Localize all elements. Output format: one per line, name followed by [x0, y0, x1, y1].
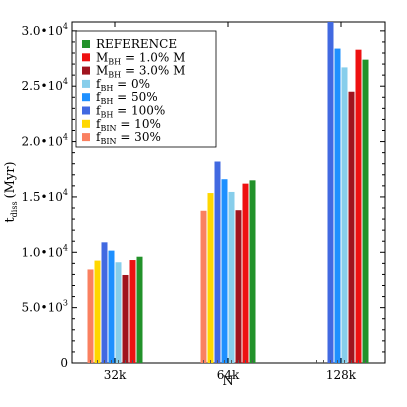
y-tick-exponent: 4	[63, 77, 68, 86]
y-tick-mantissa: 1.0•10	[21, 245, 62, 259]
legend-label-main: f	[96, 104, 102, 118]
bar-fBH100-128k	[327, 22, 334, 363]
bar-fBIN30-64k	[200, 210, 207, 363]
y-tick-exponent: 4	[63, 133, 68, 142]
legend-swatch-MBH3	[82, 66, 90, 75]
legend-label-fBH50: fBH = 50%	[96, 90, 158, 106]
legend-label-suffix: = 0%	[113, 77, 150, 91]
bars-group	[87, 22, 369, 364]
bar-fBH100-32k	[101, 242, 108, 363]
bar-MBH3-128k	[348, 91, 355, 363]
legend-swatch-fBIN10	[82, 119, 90, 128]
y-tick-mantissa: 2.5•10	[21, 79, 62, 93]
legend-label-sub: BH	[100, 111, 113, 120]
y-axis: 05.0•1031.0•1041.5•1042.0•1042.5•1043.0•…	[21, 22, 385, 370]
legend-label-sub: BH	[108, 57, 121, 66]
legend-swatch-fBH0	[82, 79, 90, 88]
legend-label-suffix: = 10%	[117, 117, 161, 131]
y-tick-exponent: 4	[63, 22, 68, 31]
legend-label-sub: BH	[100, 84, 113, 93]
legend-label-main: REFERENCE	[96, 37, 177, 51]
bar-REF-128k	[362, 59, 369, 364]
bar-fBIN10-32k	[94, 260, 101, 363]
legend-label-main: f	[96, 117, 102, 131]
bar-MBH3-64k	[235, 210, 242, 363]
legend-label-REF: REFERENCE	[96, 37, 177, 51]
y-axis-title-sub: diss	[10, 201, 19, 217]
legend-label-suffix: = 100%	[113, 104, 165, 118]
x-tick-label: 32k	[104, 368, 127, 382]
legend-label-fBH100: fBH = 100%	[96, 104, 165, 120]
legend-swatch-REF	[82, 40, 90, 48]
bar-MBH1-32k	[129, 260, 136, 363]
y-tick-mantissa: 3.0•10	[21, 24, 62, 38]
bar-REF-64k	[249, 180, 256, 363]
legend-label-sub: BH	[108, 71, 121, 80]
x-axis-title: N	[222, 374, 233, 389]
y-axis-title: tdiss (Myr)	[3, 161, 19, 222]
bar-MBH1-128k	[355, 49, 362, 364]
legend-swatch-fBH100	[82, 106, 90, 115]
x-tick-label: 64k	[217, 368, 240, 382]
legend-swatch-fBH50	[82, 93, 90, 102]
bar-fBH50-64k	[221, 179, 228, 363]
bar-fBIN30-32k	[87, 269, 94, 363]
bar-MBH1-64k	[242, 183, 249, 363]
legend-label-sub: BH	[100, 97, 113, 106]
legend-label-suffix: = 1.0% M	[121, 50, 185, 64]
y-tick-mantissa: 5.0•10	[21, 301, 62, 315]
legend-label-fBIN30: fBIN = 30%	[96, 130, 161, 146]
bar-fBH0-128k	[341, 67, 348, 364]
legend-label-main: f	[96, 130, 102, 144]
bar-fBH50-128k	[334, 48, 341, 363]
legend-label-suffix: = 3.0% M	[121, 64, 185, 78]
y-tick-label: 3.0•104	[21, 22, 68, 38]
y-tick-label: 1.0•104	[21, 243, 68, 259]
legend-label-suffix: = 50%	[113, 90, 157, 104]
x-axis: 32k 64k 128k	[90, 22, 366, 382]
y-tick-label: 5.0•103	[21, 299, 68, 315]
y-axis-title-unit: (Myr)	[3, 161, 18, 198]
y-tick-label: 2.0•104	[21, 133, 68, 149]
y-tick-exponent: 3	[63, 299, 68, 308]
y-tick-label: 2.5•104	[21, 77, 68, 93]
bar-fBH0-32k	[115, 262, 122, 363]
y-tick-mantissa: 2.0•10	[21, 135, 62, 149]
legend-label-MBH1: MBH = 1.0% M	[96, 50, 185, 66]
legend-label-suffix: = 30%	[117, 130, 161, 144]
legend-label-fBH0: fBH = 0%	[96, 77, 150, 93]
legend-box	[75, 30, 217, 148]
bar-fBH100-64k	[214, 161, 221, 363]
bar-REF-32k	[136, 256, 143, 363]
y-tick-exponent: 4	[63, 188, 68, 197]
legend-label-main: M	[96, 50, 108, 64]
y-tick-label: 0	[60, 356, 68, 370]
bar-fBH50-32k	[108, 250, 115, 363]
legend-swatch-fBIN30	[82, 133, 90, 142]
legend-label-main: M	[96, 64, 108, 78]
bar-MBH3-32k	[122, 274, 129, 363]
legend-label-main: f	[96, 77, 102, 91]
legend-label-sub: BIN	[100, 124, 116, 133]
y-tick-mantissa: 0	[60, 356, 68, 370]
y-tick-mantissa: 1.5•10	[21, 190, 62, 204]
legend-label-MBH3: MBH = 3.0% M	[96, 64, 185, 80]
bar-fBIN10-64k	[207, 193, 214, 363]
legend-label-main: f	[96, 90, 102, 104]
legend-swatch-MBH1	[82, 53, 90, 62]
bar-fBH0-64k	[228, 191, 235, 363]
legend-label-fBIN10: fBIN = 10%	[96, 117, 161, 133]
y-axis-title-main: t	[3, 217, 18, 223]
y-tick-exponent: 4	[63, 243, 68, 252]
legend-label-sub: BIN	[100, 137, 116, 146]
x-tick-label: 128k	[326, 368, 357, 382]
y-tick-label: 1.5•104	[21, 188, 68, 204]
